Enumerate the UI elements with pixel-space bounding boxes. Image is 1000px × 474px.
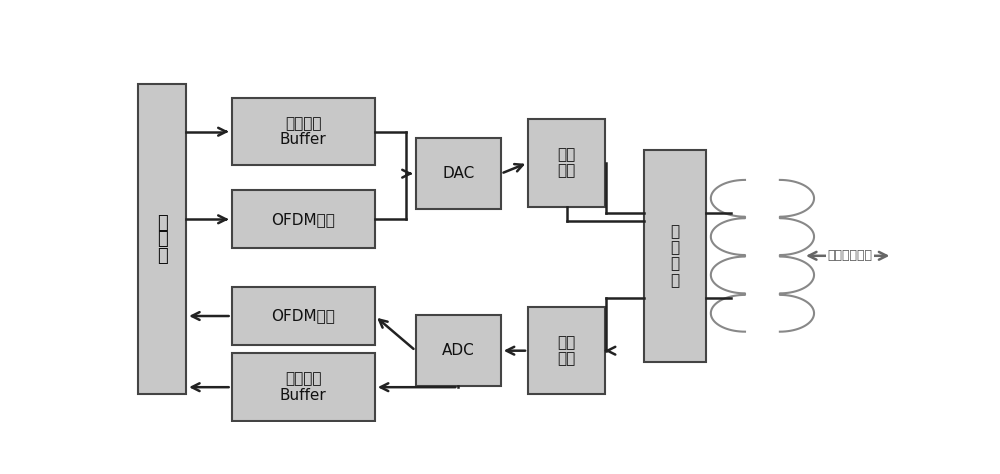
FancyBboxPatch shape xyxy=(416,138,501,209)
Text: 处: 处 xyxy=(157,214,168,232)
FancyBboxPatch shape xyxy=(644,150,706,362)
Text: 器: 器 xyxy=(157,247,168,265)
FancyBboxPatch shape xyxy=(232,190,375,248)
Text: 关: 关 xyxy=(671,273,680,288)
Text: DAC: DAC xyxy=(442,166,474,181)
Text: 电路: 电路 xyxy=(558,351,576,366)
FancyBboxPatch shape xyxy=(232,354,375,421)
Text: Buffer: Buffer xyxy=(280,132,327,147)
FancyBboxPatch shape xyxy=(528,307,605,394)
Text: 理: 理 xyxy=(157,230,168,248)
FancyBboxPatch shape xyxy=(416,315,501,386)
Text: 模拟: 模拟 xyxy=(558,335,576,350)
Text: 模: 模 xyxy=(671,224,680,238)
FancyBboxPatch shape xyxy=(232,287,375,345)
Text: 发送训练: 发送训练 xyxy=(285,116,322,131)
Text: 电路: 电路 xyxy=(558,164,576,178)
Text: 开: 开 xyxy=(671,256,680,272)
Text: OFDM解调: OFDM解调 xyxy=(271,309,335,324)
Text: OFDM调制: OFDM调制 xyxy=(271,212,335,227)
FancyBboxPatch shape xyxy=(138,84,186,394)
Text: 拟: 拟 xyxy=(671,240,680,255)
Text: 接收训练: 接收训练 xyxy=(285,372,322,386)
Text: Buffer: Buffer xyxy=(280,388,327,403)
Text: ADC: ADC xyxy=(442,343,475,358)
FancyBboxPatch shape xyxy=(528,119,605,207)
FancyBboxPatch shape xyxy=(232,98,375,165)
Text: 《测井电缆》: 《测井电缆》 xyxy=(827,249,872,262)
Text: 模拟: 模拟 xyxy=(558,147,576,162)
